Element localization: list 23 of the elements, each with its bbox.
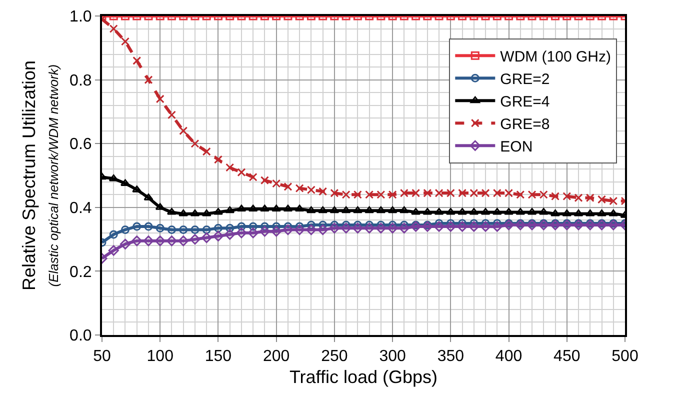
legend-label: GRE=4 bbox=[500, 93, 550, 110]
x-tick-label: 100 bbox=[146, 348, 174, 366]
y-tick-label: 0.6 bbox=[70, 136, 92, 154]
legend-label: GRE=2 bbox=[500, 70, 550, 88]
x-tick-label: 450 bbox=[554, 348, 580, 366]
x-tick-label: 200 bbox=[262, 348, 290, 366]
x-tick-label: 300 bbox=[379, 348, 406, 366]
x-tick-label: 400 bbox=[495, 348, 522, 366]
y-axis-title: Relative Spectrum Utilization (Elastic optical network/WDM network) bbox=[18, 60, 62, 291]
x-tick-label: 150 bbox=[204, 348, 232, 366]
legend-label: GRE=8 bbox=[500, 116, 550, 133]
x-tick-label: 50 bbox=[93, 348, 111, 366]
legend-label: WDM (100 GHz) bbox=[500, 48, 611, 66]
y-tick-label: 0.2 bbox=[70, 264, 92, 281]
y-tick-label: 0.4 bbox=[70, 200, 92, 217]
x-tick-label: 350 bbox=[437, 348, 464, 366]
legend-label: EON bbox=[500, 138, 533, 156]
x-axis-title: Traffic load (Gbps) bbox=[289, 366, 438, 387]
x-tick-label: 500 bbox=[612, 348, 638, 366]
y-tick-label: 1.0 bbox=[70, 8, 92, 26]
y-tick-label: 0.0 bbox=[70, 328, 92, 345]
y-tick-label: 0.8 bbox=[70, 72, 92, 90]
x-tick-label: 250 bbox=[321, 348, 348, 366]
